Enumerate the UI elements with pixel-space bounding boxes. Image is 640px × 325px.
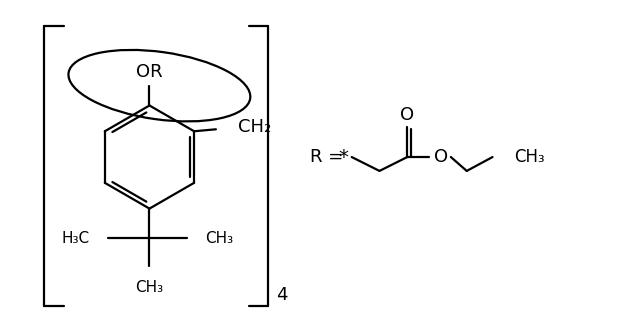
Text: H₃C: H₃C bbox=[62, 231, 90, 246]
Text: *: * bbox=[339, 148, 349, 166]
Text: CH₃: CH₃ bbox=[205, 231, 233, 246]
Text: O: O bbox=[400, 106, 414, 124]
Text: CH₃: CH₃ bbox=[515, 148, 545, 166]
Text: O: O bbox=[434, 148, 448, 166]
Text: OR: OR bbox=[136, 63, 163, 81]
Text: CH₃: CH₃ bbox=[136, 280, 164, 295]
Text: R =: R = bbox=[310, 148, 343, 166]
Text: CH₂: CH₂ bbox=[237, 118, 271, 136]
Text: 4: 4 bbox=[276, 286, 288, 304]
